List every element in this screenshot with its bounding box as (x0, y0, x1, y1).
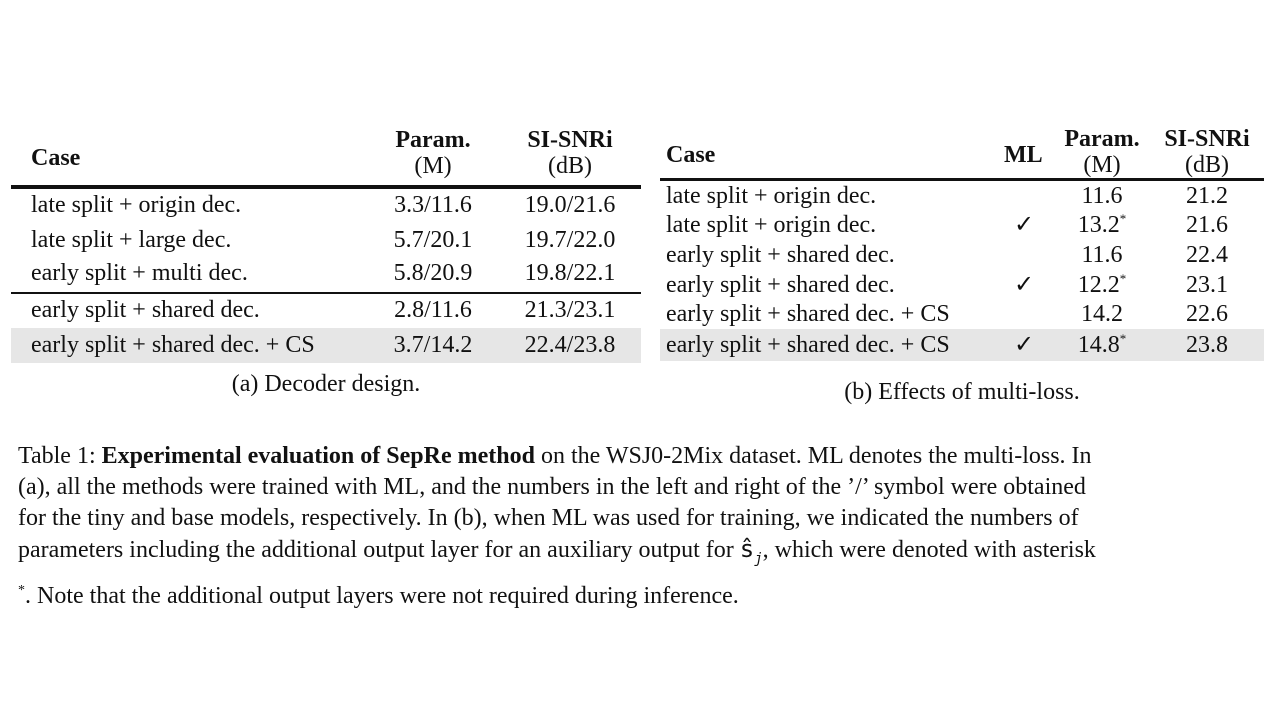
table-a-cell-snr: 22.4/23.8 (524, 332, 616, 358)
table-b-cell-snr: 21.2 (1186, 183, 1228, 209)
table-b-cell-param: 14.8* (1077, 331, 1127, 358)
table-a-cell-param: 3.3/11.6 (394, 192, 472, 218)
table-b-header-param: Param. (M) (1064, 126, 1140, 178)
table-b-header-case: Case (666, 142, 716, 168)
table-a-cell-param: 5.8/20.9 (393, 260, 473, 286)
table-b-caption: (b) Effects of multi-loss. (844, 379, 1080, 405)
math-symbol: ŝj (739, 535, 763, 567)
table-a-cell-snr: 19.8/22.1 (524, 260, 616, 286)
table-b-cell-case: late split + origin dec. (666, 183, 877, 209)
table-caption: Table 1: Experimental evaluation of SepR… (18, 441, 1268, 612)
table-b-cell-param: 11.6 (1081, 242, 1123, 268)
table-b-cell-param: 13.2* (1077, 211, 1127, 238)
table-a-cell-param: 5.7/20.1 (393, 227, 473, 253)
table-a-mid-rule (11, 292, 641, 294)
caption-line-1: Table 1: Experimental evaluation of SepR… (18, 443, 1092, 469)
table-b-cell-param: 12.2* (1077, 271, 1127, 298)
table-b-check-icon: ✓ (1014, 272, 1035, 298)
table-a-row: late split + origin dec. (31, 192, 242, 218)
table-a-header-snr: SI-SNRi (dB) (527, 127, 613, 179)
table-a-cell-snr: 21.3/23.1 (524, 297, 616, 323)
caption-bold-title: Experimental evaluation of SepRe method (101, 443, 535, 469)
caption-line-2: (a), all the methods were trained with M… (18, 474, 1086, 500)
table-a-cell-param: 3.7/14.2 (393, 332, 473, 358)
table-b-cell-case: early split + shared dec. + CS (666, 301, 950, 327)
table-b-cell-snr: 23.8 (1186, 332, 1228, 358)
table-a-cell-case: early split + shared dec. + CS (31, 332, 315, 358)
table-b-cell-case: late split + origin dec. (666, 212, 877, 238)
table-a-header-rule (11, 185, 641, 189)
table-b-cell-case: early split + shared dec. (666, 272, 895, 298)
table-a-cell-snr: 19.7/22.0 (524, 227, 616, 253)
table-b-cell-param: 14.2 (1081, 301, 1123, 327)
table-a-header-case: Case (31, 145, 81, 171)
table-b-cell-case: early split + shared dec. (666, 242, 895, 268)
table-a-cell-param: 2.8/11.6 (394, 297, 472, 323)
caption-line-3: for the tiny and base models, respective… (18, 505, 1079, 531)
table-b-check-icon: ✓ (1014, 212, 1035, 238)
table-a-cell-case: late split + large dec. (31, 227, 232, 253)
table-a-highlight-row (11, 328, 641, 363)
table-b-highlight-row (660, 329, 1264, 361)
table-b-cell-snr: 22.6 (1186, 301, 1228, 327)
caption-label: Table 1: (18, 443, 96, 469)
table-a-header-param: Param. (M) (395, 127, 471, 179)
caption-line-4: parameters including the additional outp… (18, 535, 1096, 567)
table-b-cell-snr: 22.4 (1186, 242, 1228, 268)
table-b-header-ml: ML (1004, 142, 1043, 168)
table-a-cell-case: early split + multi dec. (31, 260, 248, 286)
table-b-cell-snr: 23.1 (1186, 272, 1228, 298)
table-a-cell-snr: 19.0/21.6 (524, 192, 616, 218)
table-b-cell-snr: 21.6 (1186, 212, 1228, 238)
table-b-cell-case: early split + shared dec. + CS (666, 332, 950, 358)
table-a-caption: (a) Decoder design. (231, 371, 421, 397)
table-b-cell-param: 11.6 (1081, 183, 1123, 209)
table-b-header-snr: SI-SNRi (dB) (1164, 126, 1250, 178)
table-b-check-icon: ✓ (1014, 332, 1035, 358)
table-a-cell-case: early split + shared dec. (31, 297, 260, 323)
caption-line-5: *. Note that the additional output layer… (18, 582, 739, 609)
table-b-header-rule (660, 178, 1264, 181)
